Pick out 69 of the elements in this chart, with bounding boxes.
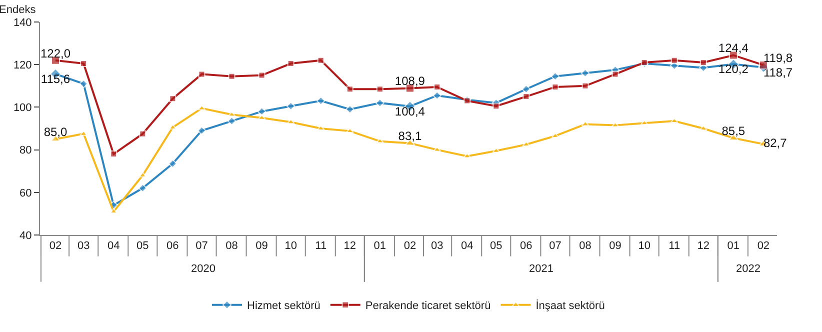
- x-tick-label: 10: [638, 240, 650, 252]
- point: [522, 84, 531, 94]
- point: [139, 130, 146, 138]
- x-tick-label: 02: [404, 240, 416, 252]
- x-tick-label: 05: [490, 240, 502, 252]
- y-tick-label: 40: [20, 230, 32, 242]
- y-tick-label: 120: [13, 59, 32, 72]
- point: [582, 82, 589, 90]
- data-label: 120,2: [718, 62, 749, 76]
- x-tick-label: 11: [315, 240, 327, 252]
- point: [169, 95, 176, 102]
- legend-label: Perakende ticaret sektörü: [365, 300, 491, 312]
- text: 2020: [191, 263, 216, 275]
- x-tick-label: 12: [344, 240, 356, 252]
- y-tick-label: 140: [13, 16, 32, 29]
- data-label: 108,9: [394, 74, 426, 88]
- x-tick-label: 03: [430, 240, 444, 252]
- x-tick-label: 07: [549, 240, 562, 252]
- point: [346, 86, 354, 93]
- data-label: 115,6: [40, 72, 70, 86]
- point: [198, 70, 206, 78]
- x-tick-label: 06: [520, 240, 532, 252]
- data-label: 118,7: [763, 65, 793, 80]
- x-tick-label: 01: [727, 240, 740, 252]
- data-label: 119,8: [763, 51, 793, 66]
- data-label: 124,4: [718, 41, 749, 56]
- x-tick-label: 12: [697, 240, 710, 252]
- point: [376, 86, 384, 93]
- point: [228, 72, 236, 80]
- point: [612, 70, 619, 78]
- point: [258, 114, 266, 120]
- y-tick-label: 100: [13, 102, 32, 114]
- data-label: 85,0: [44, 125, 68, 140]
- point: [432, 91, 442, 100]
- y-axis-title: Endeks: [0, 4, 36, 16]
- x-tick-label: 08: [579, 240, 592, 252]
- point: [287, 60, 294, 68]
- data-label: 82,7: [763, 136, 788, 150]
- text: 2022: [736, 263, 760, 275]
- point: [80, 60, 88, 68]
- legend-label: Hizmet sektörü: [247, 300, 320, 312]
- point: [492, 102, 500, 110]
- x-tick-label: 08: [226, 240, 238, 252]
- x-tick-label: 04: [107, 240, 120, 252]
- point: [317, 56, 324, 64]
- x-tick-label: 10: [284, 240, 297, 252]
- point: [376, 98, 384, 108]
- x-tick-label: 09: [609, 240, 622, 252]
- x-tick-label: 07: [196, 240, 208, 252]
- data-label: 83,1: [398, 129, 422, 144]
- legend-label: İnşaat sektörü: [536, 299, 605, 312]
- x-tick-label: 04: [460, 240, 474, 252]
- x-tick-label: 03: [77, 240, 90, 252]
- data-label: 100,4: [394, 104, 426, 118]
- point: [670, 56, 678, 64]
- x-tick-label: 02: [757, 240, 770, 252]
- x-tick-label: 11: [668, 240, 680, 252]
- data-label: 122,0: [40, 46, 71, 60]
- text: 2021: [529, 263, 554, 275]
- x-tick-label: 09: [256, 240, 268, 252]
- y-tick-label: 60: [20, 187, 32, 200]
- x-tick-label: 06: [166, 240, 179, 252]
- y-tick-label: 80: [20, 144, 32, 157]
- x-tick-label: 01: [374, 240, 386, 252]
- x-tick-label: 02: [49, 240, 62, 252]
- point: [258, 72, 266, 79]
- point: [227, 116, 236, 126]
- data-label: 85,5: [722, 124, 746, 138]
- x-tick-label: 05: [136, 240, 149, 252]
